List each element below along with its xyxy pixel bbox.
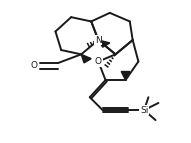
Text: O: O [95, 57, 102, 66]
Polygon shape [121, 72, 130, 80]
Polygon shape [81, 54, 91, 63]
Polygon shape [98, 40, 110, 47]
Text: N: N [95, 36, 102, 44]
Text: O: O [31, 61, 37, 70]
Text: Si: Si [140, 106, 148, 115]
